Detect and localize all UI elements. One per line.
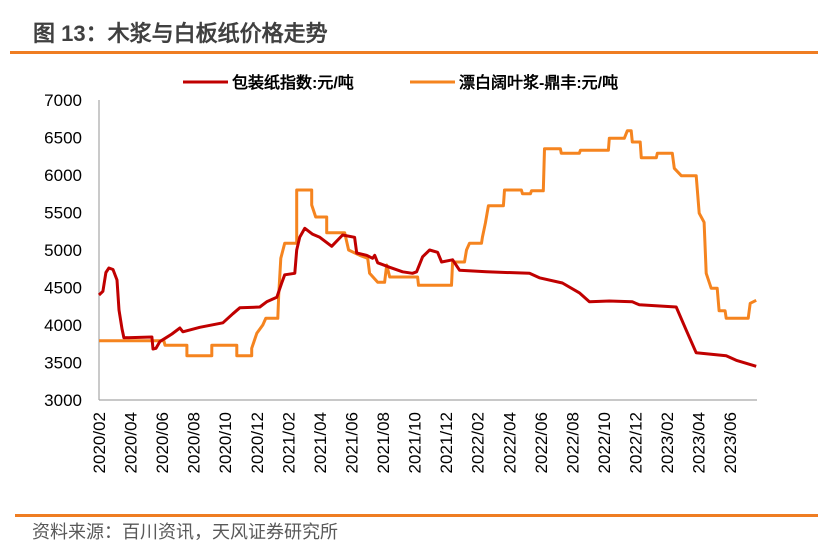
x-tick-label: 2022/02 bbox=[469, 412, 488, 473]
x-tick-label: 2021/10 bbox=[406, 412, 425, 473]
figure-title: 图 13：木浆与白板纸价格走势 bbox=[33, 21, 328, 46]
series-group bbox=[97, 129, 757, 368]
x-tick-label: 2020/10 bbox=[216, 412, 235, 473]
y-tick-label: 5500 bbox=[44, 204, 82, 223]
x-tick-label: 2023/02 bbox=[658, 412, 677, 473]
x-tick-label: 2022/04 bbox=[500, 412, 519, 473]
x-tick-label: 2022/08 bbox=[563, 412, 582, 473]
y-tick-label: 6500 bbox=[44, 129, 82, 148]
x-tick-label: 2021/04 bbox=[311, 412, 330, 473]
x-tick-label: 2022/12 bbox=[626, 412, 645, 473]
y-tick-label: 7000 bbox=[44, 91, 82, 110]
x-tick-label: 2020/08 bbox=[185, 412, 204, 473]
y-tick-label: 6000 bbox=[44, 166, 82, 185]
x-tick-label: 2023/06 bbox=[721, 412, 740, 473]
y-tick-label: 4500 bbox=[44, 279, 82, 298]
y-tick-label: 3500 bbox=[44, 354, 82, 373]
x-tick-label: 2022/06 bbox=[532, 412, 551, 473]
x-tick-label: 2023/04 bbox=[690, 412, 709, 473]
legend: 包装纸指数:元/吨 漂白阔叶浆-鼎丰:元/吨 bbox=[183, 73, 618, 92]
x-tick-label: 2020/12 bbox=[248, 412, 267, 473]
x-tick-label: 2021/12 bbox=[437, 412, 456, 473]
y-tick-label: 5000 bbox=[44, 241, 82, 260]
source-note: 资料来源：百川资讯，天风证券研究所 bbox=[32, 522, 338, 542]
y-axis-ticks: 3000 3500 4000 4500 5000 5500 6000 6500 7000 bbox=[44, 91, 82, 410]
y-tick-label: 4000 bbox=[44, 316, 82, 335]
source-divider bbox=[15, 514, 818, 517]
series-line-1 bbox=[99, 129, 757, 358]
x-tick-label: 2022/10 bbox=[595, 412, 614, 473]
x-tick-label: 2020/04 bbox=[122, 412, 141, 473]
x-tick-label: 2020/02 bbox=[90, 412, 109, 473]
series-line-0 bbox=[97, 226, 757, 368]
x-tick-label: 2021/02 bbox=[279, 412, 298, 473]
x-tick-label: 2021/08 bbox=[374, 412, 393, 473]
x-tick-label: 2021/06 bbox=[342, 412, 361, 473]
title-divider bbox=[10, 51, 818, 54]
legend-label-0: 包装纸指数:元/吨 bbox=[232, 73, 354, 92]
y-tick-label: 3000 bbox=[44, 391, 82, 410]
x-axis-ticks: 2020/02 2020/04 2020/06 2020/08 2020/10 2020/… bbox=[90, 412, 740, 473]
legend-label-1: 漂白阔叶浆-鼎丰:元/吨 bbox=[459, 73, 618, 92]
x-tick-label: 2020/06 bbox=[153, 412, 172, 473]
